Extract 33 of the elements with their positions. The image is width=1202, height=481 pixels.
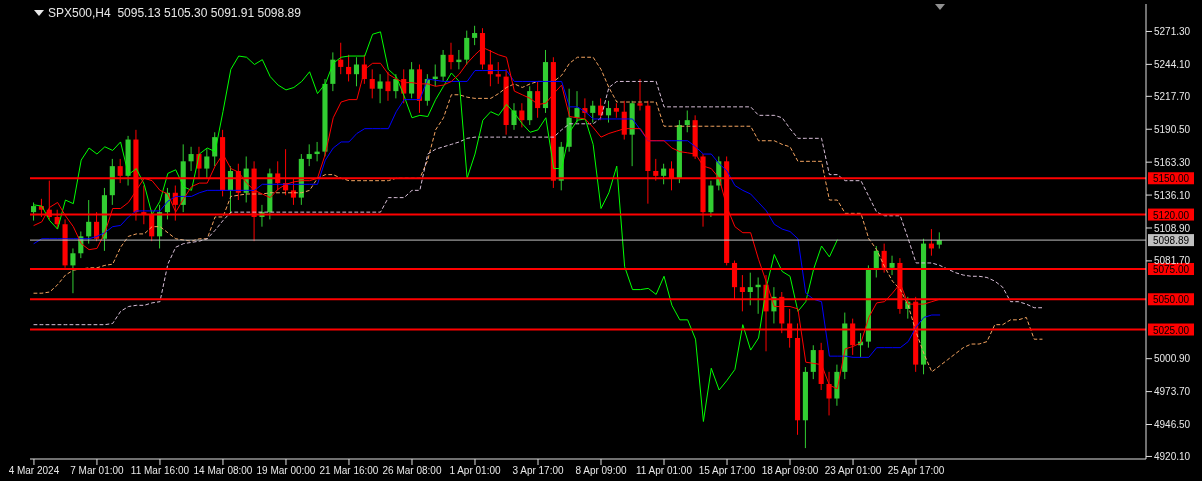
- y-tick-label: 5000.90: [1154, 353, 1191, 365]
- y-tick-label: 5163.30: [1154, 156, 1191, 168]
- ref-line-label: 5025.00: [1152, 324, 1190, 336]
- x-tick-label: 21 Mar 16:00: [319, 465, 379, 477]
- y-tick-label: 4946.50: [1154, 419, 1191, 431]
- y-tick-label: 5217.70: [1154, 90, 1191, 102]
- y-tick-label: 5244.10: [1154, 58, 1191, 70]
- ref-line-label: 5120.00: [1152, 209, 1190, 221]
- x-tick-label: 1 Apr 01:00: [449, 465, 501, 477]
- ref-line-label: 5098.89: [1152, 235, 1190, 247]
- ref-line-label: 5050.00: [1152, 294, 1190, 306]
- x-tick-label: 19 Mar 00:00: [256, 465, 316, 477]
- y-tick-label: 5136.10: [1154, 189, 1191, 201]
- x-tick-label: 18 Apr 09:00: [761, 465, 819, 477]
- ref-line-label: 5075.00: [1152, 264, 1190, 276]
- y-tick-label: 4920.10: [1154, 451, 1191, 463]
- x-tick-label: 7 Mar 01:00: [70, 465, 125, 477]
- x-tick-label: 26 Mar 08:00: [382, 465, 442, 477]
- x-tick-label: 11 Mar 16:00: [130, 465, 190, 477]
- y-tick-label: 5190.50: [1154, 123, 1191, 135]
- x-tick-label: 3 Apr 17:00: [512, 465, 565, 477]
- chart-title: SPX500,H4 5095.13 5105.30 5091.91 5098.89: [48, 6, 301, 20]
- x-tick-label: 25 Apr 17:00: [887, 465, 945, 477]
- y-tick-label: 4973.70: [1154, 386, 1191, 398]
- x-tick-label: 8 Apr 09:00: [575, 465, 628, 477]
- ref-line-label: 5150.00: [1152, 173, 1190, 185]
- y-tick-label: 5108.90: [1154, 222, 1191, 234]
- x-tick-label: 15 Apr 17:00: [698, 465, 756, 477]
- x-tick-label: 11 Apr 01:00: [636, 465, 693, 477]
- x-tick-label: 23 Apr 01:00: [824, 465, 882, 477]
- x-tick-label: 14 Mar 08:00: [193, 465, 253, 477]
- y-tick-label: 5271.30: [1154, 26, 1191, 38]
- x-tick-label: 4 Mar 2024: [8, 465, 60, 477]
